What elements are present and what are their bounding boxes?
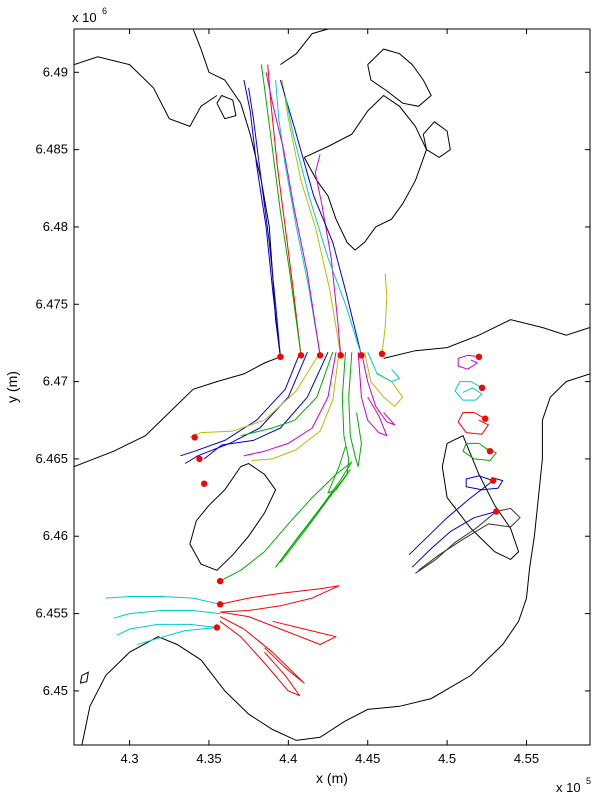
release-point-16 xyxy=(490,477,497,484)
trajectory-4 xyxy=(275,79,321,356)
x-tick-label-3: 4.45 xyxy=(355,751,380,766)
release-point-9 xyxy=(216,577,224,585)
trajectory-24 xyxy=(219,461,353,582)
y-tick-label-0: 6.45 xyxy=(43,683,68,698)
release-point-10 xyxy=(216,601,224,608)
trajectory-3 xyxy=(260,64,302,356)
y-tick-label-6: 6.48 xyxy=(43,219,68,234)
release-point-13 xyxy=(478,384,486,391)
trajectory-11 xyxy=(180,353,300,457)
x-tick-label-4: 4.5 xyxy=(438,751,456,766)
x-tick-label-2: 4.4 xyxy=(279,751,297,766)
trajectory-22 xyxy=(367,351,400,383)
x-axis-label: x (m) xyxy=(316,770,348,786)
coastline-4 xyxy=(81,373,590,745)
y-multiplier-label: x 10 xyxy=(72,10,97,25)
trajectory-28 xyxy=(219,616,305,684)
release-point-14 xyxy=(482,415,489,422)
release-point-0 xyxy=(277,353,284,360)
release-point-2 xyxy=(316,352,324,359)
release-point-layer xyxy=(191,350,500,631)
coastline-5 xyxy=(189,462,277,571)
coastline-1 xyxy=(74,56,218,128)
trajectory-5 xyxy=(265,72,321,356)
release-point-1 xyxy=(297,352,305,359)
trajectory-39 xyxy=(408,480,494,556)
trajectory-17 xyxy=(251,352,340,461)
x-tick-label-5: 4.55 xyxy=(514,751,539,766)
trajectory-30 xyxy=(105,596,221,605)
y-tick-label-5: 6.475 xyxy=(35,296,68,311)
coastline-7 xyxy=(367,48,432,107)
trajectory-7 xyxy=(314,154,342,356)
trajectory-12 xyxy=(184,352,308,464)
trajectory-41 xyxy=(418,507,521,571)
x-tick-label-0: 4.3 xyxy=(121,751,139,766)
trajectory-14 xyxy=(203,351,329,460)
trajectory-13 xyxy=(189,351,321,438)
coastline-2 xyxy=(280,29,329,66)
trajectory-27 xyxy=(220,611,337,645)
trajectory-20 xyxy=(357,352,388,437)
trajectory-1 xyxy=(243,79,281,357)
x-tick-label-1: 4.35 xyxy=(196,751,221,766)
trajectory-layer xyxy=(105,64,521,696)
release-point-3 xyxy=(337,352,344,359)
trajectory-34 xyxy=(457,354,479,370)
trajectory-6 xyxy=(281,79,342,356)
y-tick-label-2: 6.46 xyxy=(43,528,68,543)
trajectory-40 xyxy=(411,511,497,568)
y-multiplier-exponent: 6 xyxy=(102,6,107,16)
release-point-17 xyxy=(493,508,500,515)
trajectory-31 xyxy=(113,610,221,619)
coastline-6 xyxy=(303,94,428,251)
y-tick-label-4: 6.47 xyxy=(43,374,68,389)
release-point-4 xyxy=(358,352,365,359)
trajectory-9 xyxy=(284,95,362,356)
trajectory-10 xyxy=(381,273,388,354)
trajectory-15 xyxy=(240,352,334,437)
trajectory-42 xyxy=(415,511,497,574)
release-point-5 xyxy=(378,350,386,357)
trajectory-38 xyxy=(465,475,504,491)
trajectory-19 xyxy=(348,352,362,468)
trajectory-33 xyxy=(137,627,217,645)
tick-layer: 4.3 4.35 4.4 4.45 4.5 4.55 6.45 6.455 6.46 6.465 6… xyxy=(35,29,590,766)
y-tick-label-1: 6.455 xyxy=(35,606,68,621)
trajectory-23 xyxy=(360,352,396,426)
release-point-11 xyxy=(213,624,221,631)
coastline-11 xyxy=(441,435,520,561)
trajectory-35 xyxy=(454,381,483,401)
y-tick-label-8: 6.49 xyxy=(43,64,68,79)
coastline-9 xyxy=(216,94,237,120)
y-tick-label-7: 6.485 xyxy=(35,142,68,157)
coastline-layer xyxy=(74,29,590,745)
coastline-3 xyxy=(383,319,590,359)
x-multiplier-label: x 10 xyxy=(556,780,581,795)
release-point-8 xyxy=(201,480,208,487)
release-point-7 xyxy=(196,455,203,463)
trajectory-29 xyxy=(219,620,300,696)
y-tick-label-3: 6.465 xyxy=(35,451,68,466)
trajectory-2 xyxy=(267,64,302,356)
trajectory-0 xyxy=(248,87,281,357)
trajectory-26 xyxy=(219,585,340,613)
trajectory-16 xyxy=(243,352,337,457)
x-multiplier-exponent: 5 xyxy=(586,776,591,786)
trajectory-37 xyxy=(462,442,497,461)
trajectory-36 xyxy=(457,412,489,435)
trajectory-25 xyxy=(275,469,351,568)
release-point-6 xyxy=(191,434,198,441)
trajectory-32 xyxy=(116,623,217,636)
release-point-12 xyxy=(475,353,483,360)
coastline-10 xyxy=(79,671,89,684)
trajectory-8 xyxy=(279,79,362,356)
coastline-8 xyxy=(422,121,451,158)
release-point-15 xyxy=(486,448,494,455)
y-axis-label: y (m) xyxy=(4,371,20,403)
axes-frame xyxy=(73,28,591,746)
